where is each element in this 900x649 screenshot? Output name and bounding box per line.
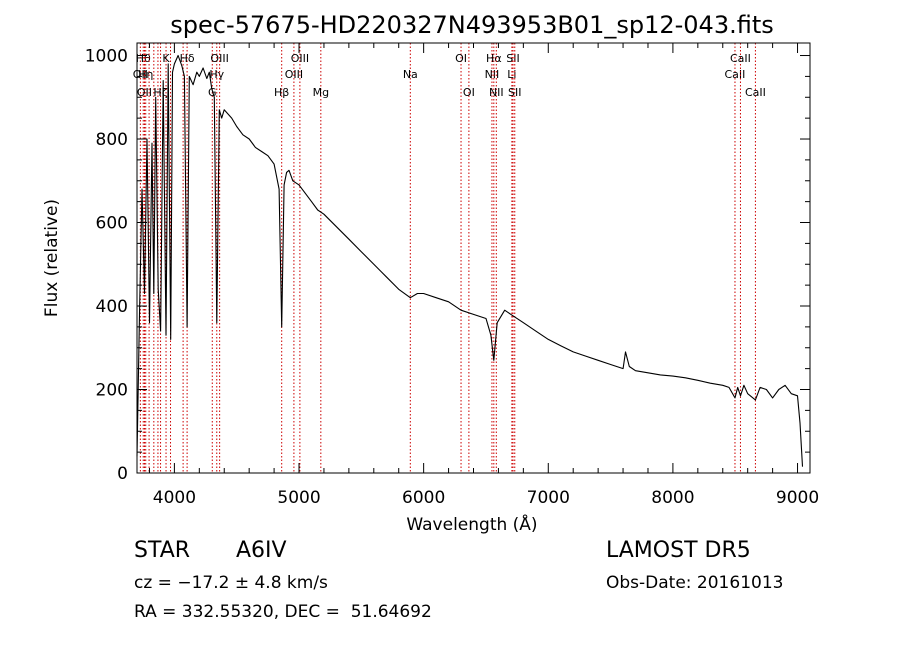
spectral-line-label: Li <box>507 68 516 81</box>
spectral-line-label: Hγ <box>209 68 224 81</box>
spectral-line-label: SII <box>506 52 519 65</box>
y-tick-label: 0 <box>117 464 128 484</box>
spectral-line-label: CaII <box>725 68 746 81</box>
spectral-line-label: OI <box>463 86 475 99</box>
spectrum-line <box>136 54 804 467</box>
spectral-line-label: NII <box>489 86 504 99</box>
x-tick-label: 9000 <box>776 488 819 508</box>
plot-frame <box>136 42 811 474</box>
spectral-line-label: SII <box>508 86 521 99</box>
spectral-line-label: OIII <box>291 52 309 65</box>
y-tick-label: 800 <box>96 130 128 150</box>
spectral-line-label: OI <box>455 52 467 65</box>
y-tick-label: 600 <box>96 214 128 234</box>
y-tick-label: 400 <box>96 297 128 317</box>
redshift-label: cz = −17.2 ± 4.8 km/s <box>134 573 328 593</box>
spectral-line-label: OIII <box>285 68 303 81</box>
obs-date-label: Obs-Date: 20161013 <box>606 573 784 593</box>
x-tick-label: 6000 <box>402 488 445 508</box>
spectral-line-label: Na <box>403 68 418 81</box>
spectral-line-label: Mg <box>313 86 329 99</box>
spectral-line-label: OII <box>133 68 148 81</box>
coordinates-label: RA = 332.55320, DEC = 51.64692 <box>134 602 432 622</box>
spectral-line-label: Hβ <box>274 86 289 99</box>
spectral-line-label: OII <box>137 86 152 99</box>
spectral-line-label: CaII <box>745 86 766 99</box>
spectral-line-label: K <box>162 52 170 65</box>
object-class: STAR <box>134 538 191 563</box>
x-tick-label: 5000 <box>277 488 320 508</box>
x-axis-label: Wavelength (Å) <box>406 513 537 535</box>
chart-title: spec-57675-HD220327N493953B01_sp12-043.f… <box>170 11 774 39</box>
spectral-line-label: NII <box>485 68 500 81</box>
spectral-line-label: CaII <box>730 52 751 65</box>
spectral-line-label: G <box>208 86 217 99</box>
spectral-line-label: OIII <box>210 52 228 65</box>
spectral-line-label: Hα <box>486 52 502 65</box>
x-tick-label: 7000 <box>527 488 570 508</box>
spectral-line-label: Hδ <box>180 52 195 65</box>
x-tick-label: 4000 <box>153 488 196 508</box>
spectral-line-label: Hζ <box>153 86 167 99</box>
y-tick-label: 200 <box>96 381 128 401</box>
object-subclass: A6IV <box>236 538 287 563</box>
y-tick-label: 1000 <box>85 47 128 67</box>
survey-label: LAMOST DR5 <box>606 538 751 563</box>
x-tick-label: 8000 <box>651 488 694 508</box>
y-axis-label: Flux (relative) <box>42 199 62 317</box>
